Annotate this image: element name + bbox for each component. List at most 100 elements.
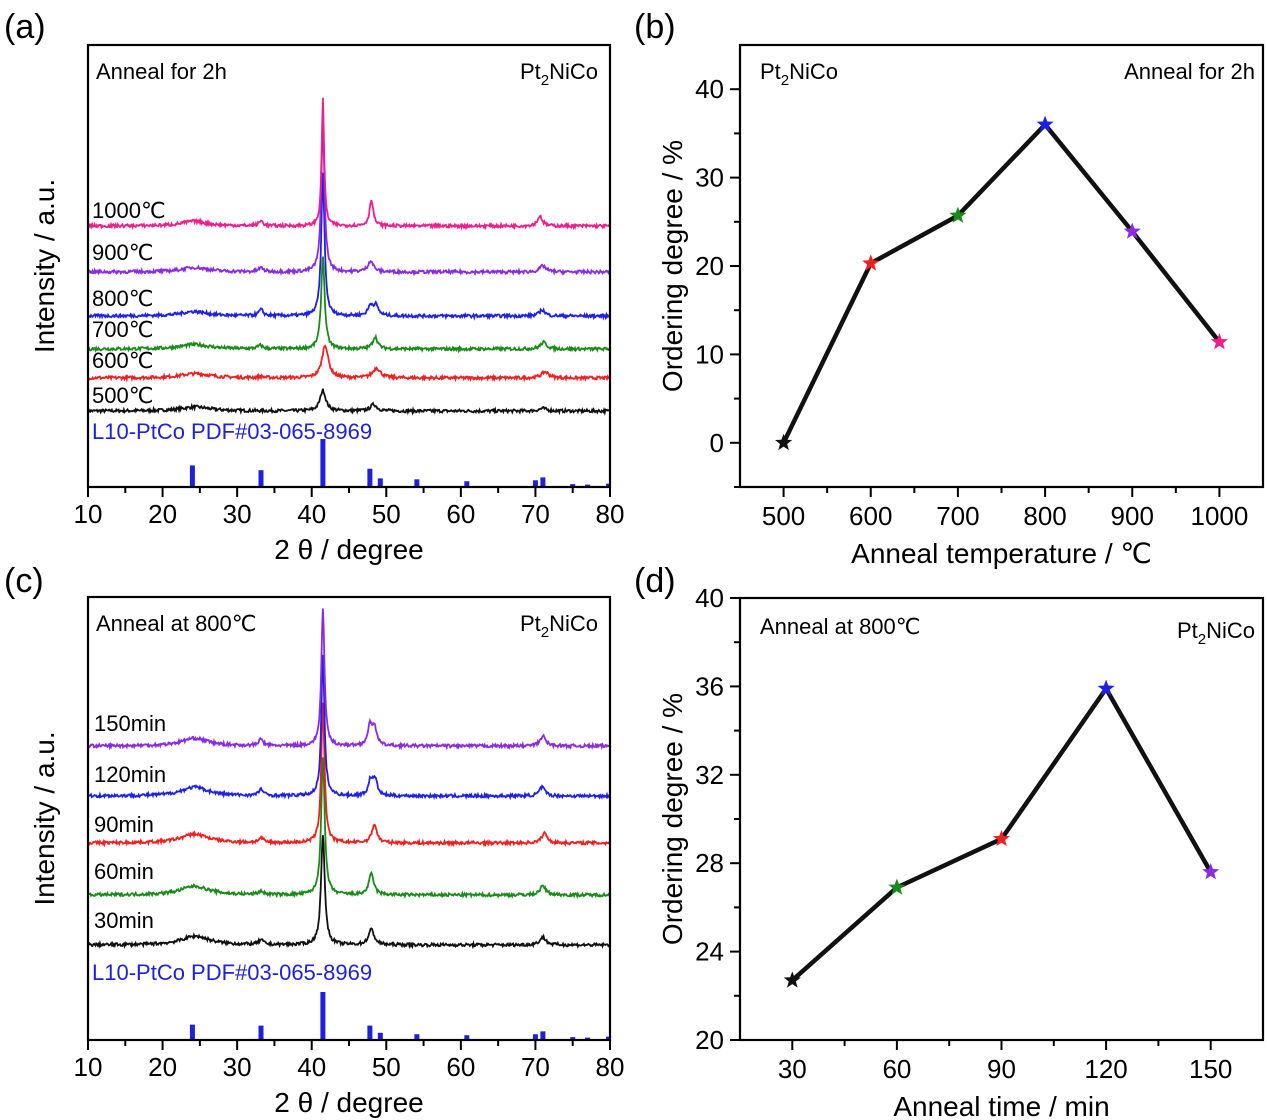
xrd-panel-2: 30min 60min 90min 120min 150min 10 20 30 40 50 60 7… bbox=[29, 595, 625, 1118]
x-tick-label: 10 bbox=[74, 499, 103, 529]
annotation-left: Pt2NiCo bbox=[760, 59, 838, 89]
reference-label: L10-PtCo PDF#03-065-8969 bbox=[92, 419, 372, 444]
xrd-curve-5 bbox=[87, 97, 611, 231]
y-tick-label: 30 bbox=[695, 163, 724, 193]
reference-label: L10-PtCo PDF#03-065-8969 bbox=[92, 960, 372, 985]
x-tick-label: 30 bbox=[223, 499, 252, 529]
data-point-star bbox=[783, 971, 801, 988]
annotation-left: Anneal at 800℃ bbox=[96, 611, 257, 636]
y-tick-label: 20 bbox=[695, 1025, 724, 1055]
curve-label-0: 30min bbox=[94, 908, 154, 933]
y-tick-label: 32 bbox=[695, 760, 724, 790]
x-tick-label: 40 bbox=[297, 1052, 326, 1082]
x-tick-label: 50 bbox=[372, 1052, 401, 1082]
x-axis-title: 2 θ / degree bbox=[274, 534, 423, 565]
xrd-panel-0: 500℃ 600℃ 700℃ 800℃ 900℃ 1000℃ 10 20 30 40 50 60 70 8… bbox=[29, 43, 625, 565]
x-tick-label: 70 bbox=[521, 499, 550, 529]
xrd-curve-3 bbox=[87, 172, 611, 321]
y-tick-label: 10 bbox=[695, 339, 724, 369]
xrd-curve-4 bbox=[87, 122, 611, 277]
curve-label-0: 500℃ bbox=[92, 383, 153, 408]
panel-letter: (c) bbox=[4, 562, 44, 600]
curve-label-2: 90min bbox=[94, 812, 154, 837]
y-tick-label: 28 bbox=[695, 848, 724, 878]
curve-label-5: 1000℃ bbox=[92, 198, 166, 223]
y-axis-title: Ordering degree / % bbox=[657, 140, 688, 392]
x-tick-label: 30 bbox=[223, 1052, 252, 1082]
y-tick-label: 40 bbox=[695, 583, 724, 613]
data-point-star bbox=[1097, 679, 1115, 696]
annotation-left-base: Pt bbox=[760, 59, 781, 84]
y-tick-label: 0 bbox=[710, 428, 724, 458]
data-point-star bbox=[888, 878, 906, 895]
annotation-right: Pt2NiCo bbox=[520, 611, 598, 641]
x-tick-label: 80 bbox=[596, 1052, 625, 1082]
xrd-curve-4 bbox=[87, 608, 611, 751]
y-axis-title: Intensity / a.u. bbox=[29, 179, 60, 353]
xrd-curve-2 bbox=[87, 702, 611, 848]
data-point-star bbox=[775, 433, 793, 451]
x-tick-label: 40 bbox=[297, 499, 326, 529]
x-tick-label: 120 bbox=[1084, 1054, 1127, 1084]
data-point-star bbox=[949, 206, 967, 223]
annotation-right: Anneal for 2h bbox=[1124, 59, 1255, 84]
annotation-right-tail: NiCo bbox=[549, 59, 598, 84]
annotation-right-tail: NiCo bbox=[1206, 618, 1255, 643]
plot-frame bbox=[738, 43, 1265, 489]
x-tick-label: 90 bbox=[987, 1054, 1016, 1084]
x-tick-label: 60 bbox=[446, 499, 475, 529]
x-tick-label: 1000 bbox=[1190, 501, 1248, 531]
y-tick-label: 40 bbox=[695, 74, 724, 104]
x-axis-title: Anneal time / min bbox=[893, 1091, 1109, 1120]
data-point-star bbox=[1210, 333, 1228, 350]
curve-label-3: 120min bbox=[94, 762, 166, 787]
x-axis-title: 2 θ / degree bbox=[274, 1087, 423, 1118]
curve-label-2: 700℃ bbox=[92, 317, 153, 342]
data-point-star bbox=[1123, 222, 1141, 239]
x-tick-label: 800 bbox=[1023, 501, 1066, 531]
xrd-curve-1 bbox=[87, 344, 611, 383]
curve-label-1: 60min bbox=[94, 859, 154, 884]
x-tick-label: 900 bbox=[1111, 501, 1154, 531]
x-axis-title: Anneal temperature / ℃ bbox=[851, 538, 1152, 569]
annotation-right-base: Pt bbox=[520, 59, 541, 84]
x-tick-label: 500 bbox=[762, 501, 805, 531]
x-tick-label: 20 bbox=[148, 1052, 177, 1082]
data-point-star bbox=[992, 829, 1011, 847]
annotation-right-base: Pt bbox=[520, 611, 541, 636]
annotation-right: Pt2NiCo bbox=[1177, 618, 1255, 648]
annotation-right-sub: 2 bbox=[1198, 631, 1206, 648]
annotation-right: Pt2NiCo bbox=[520, 59, 598, 89]
annotation-right-base: Pt bbox=[1177, 618, 1198, 643]
xrd-curve-0 bbox=[87, 388, 611, 416]
xrd-curve-2 bbox=[87, 256, 611, 354]
xrd-curve-0 bbox=[87, 835, 611, 950]
x-tick-label: 70 bbox=[521, 1052, 550, 1082]
data-point-star bbox=[862, 254, 880, 271]
x-tick-label: 20 bbox=[148, 499, 177, 529]
panel-letter: (b) bbox=[634, 8, 676, 46]
panel-letter: (a) bbox=[4, 8, 46, 46]
x-tick-label: 80 bbox=[596, 499, 625, 529]
x-tick-label: 30 bbox=[778, 1054, 807, 1084]
x-tick-label: 50 bbox=[372, 499, 401, 529]
y-axis-title: Intensity / a.u. bbox=[29, 731, 60, 905]
y-tick-label: 36 bbox=[695, 671, 724, 701]
y-tick-label: 20 bbox=[695, 251, 724, 281]
ordering-line bbox=[781, 122, 1222, 444]
annotation-left: Anneal at 800℃ bbox=[760, 614, 921, 639]
annotation-right-sub: 2 bbox=[541, 624, 549, 641]
x-tick-label: 700 bbox=[936, 501, 979, 531]
xrd-curve-1 bbox=[87, 757, 611, 900]
y-axis-title: Ordering degree / % bbox=[657, 693, 688, 945]
data-point-star bbox=[1202, 863, 1220, 880]
annotation-left: Anneal for 2h bbox=[96, 59, 227, 84]
xrd-curve-3 bbox=[87, 654, 611, 801]
panel-letter: (d) bbox=[634, 562, 676, 600]
x-tick-label: 60 bbox=[446, 1052, 475, 1082]
order-panel-3: 30 60 90 120 150 20 24 28 32 36 40 Anneal time / mi… bbox=[657, 583, 1265, 1120]
curve-label-4: 900℃ bbox=[92, 240, 153, 265]
x-tick-label: 10 bbox=[74, 1052, 103, 1082]
x-tick-label: 60 bbox=[882, 1054, 911, 1084]
